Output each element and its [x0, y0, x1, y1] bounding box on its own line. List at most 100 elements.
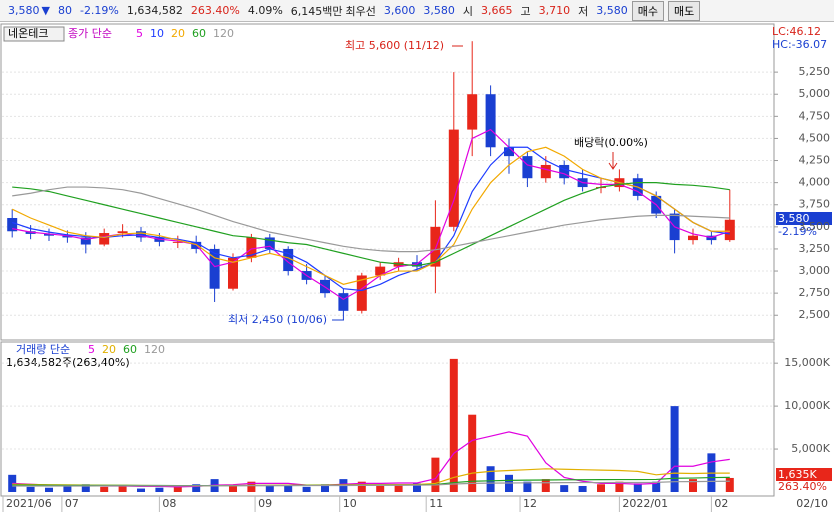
- legend-entry: 120: [144, 343, 165, 356]
- best-label: 최우선: [345, 4, 376, 18]
- y-tick-label: 2,750: [799, 286, 831, 299]
- chart: 네온테크 종가 단순 LC:46.12 HC:-36.07 3,580 -2.1…: [0, 23, 832, 512]
- ma-line: [11, 146, 730, 285]
- volume-bar: [468, 414, 477, 492]
- annotation: 배당락(0.00%): [574, 136, 648, 149]
- legend-entry: 5: [88, 343, 95, 356]
- annotation-arrow: [608, 152, 618, 170]
- volume-bar: [229, 485, 237, 492]
- change-pct: -2.19%: [79, 4, 119, 17]
- last-volume-box: [776, 468, 832, 481]
- x-tick-label: 2021/06: [6, 497, 52, 510]
- x-tick-label: 11: [429, 497, 443, 510]
- legend-entry: 5: [136, 27, 143, 40]
- volume-bar: [45, 487, 53, 492]
- x-tick-label: 02: [714, 497, 728, 510]
- ma-line: [12, 182, 730, 267]
- annotation: 최고 5,600 (11/12): [345, 39, 444, 52]
- candle-body: [62, 235, 73, 238]
- volume-bar: [302, 486, 311, 492]
- y-tick-label: 3,500: [799, 220, 831, 233]
- open: 3,665: [481, 4, 513, 17]
- volume-bar: [357, 481, 366, 492]
- y-tick-label: 5,250: [799, 65, 831, 78]
- volume-bar: [560, 485, 569, 492]
- volume-bar: [413, 483, 421, 492]
- volume-frame: [0, 341, 775, 497]
- buy-button[interactable]: 매수: [631, 0, 665, 21]
- volume-bar: [670, 406, 679, 492]
- legend-entry: 20: [102, 343, 116, 356]
- y-tick-label: 4,500: [799, 131, 831, 144]
- candle-body: [264, 237, 275, 249]
- y-tick-label: 3,250: [799, 242, 831, 255]
- y-tick-label: 3,750: [799, 198, 831, 211]
- volume-bar: [118, 485, 127, 492]
- legend-entry: 120: [213, 27, 234, 40]
- volume-bar: [652, 481, 661, 492]
- y-tick-label: 3,000: [799, 264, 831, 277]
- volume-bar: [523, 481, 532, 492]
- candle-body: [246, 237, 257, 258]
- volume-bar: [541, 479, 550, 492]
- volume-bar: [100, 486, 109, 492]
- volume-bar: [431, 457, 440, 492]
- candle-body: [117, 231, 128, 234]
- best-ask: 3,600: [383, 4, 416, 17]
- lc: LC:46.12: [772, 25, 821, 38]
- candle-body: [375, 266, 386, 276]
- candle-body: [467, 94, 478, 130]
- candle-body: [522, 156, 533, 179]
- last-volume: 1,635K: [778, 468, 817, 481]
- x-tick-label: 2022/01: [622, 497, 668, 510]
- volume-bar: [63, 485, 72, 492]
- legend-entry: 60: [192, 27, 206, 40]
- high: 3,710: [538, 4, 571, 17]
- y-tick-label: 4,250: [799, 154, 831, 167]
- volume-bar: [633, 483, 642, 492]
- legend-entry: 60: [123, 343, 137, 356]
- volume-bar: [615, 481, 624, 492]
- sell-button[interactable]: 매도: [668, 0, 701, 21]
- legend-entry: 10: [150, 27, 164, 40]
- last-change: -2.19%: [778, 225, 817, 238]
- ma-line: [12, 186, 730, 253]
- ma-line: [12, 146, 730, 292]
- price-frame: [0, 23, 775, 341]
- x-tick-label: 02/10: [796, 497, 828, 510]
- turnover: 4.09%: [247, 4, 283, 17]
- candle-body: [283, 248, 294, 272]
- x-tick-label: 12: [523, 497, 537, 510]
- candle-body: [44, 233, 54, 236]
- candle-body: [485, 94, 496, 148]
- volume-bar: [284, 485, 293, 492]
- high-label: 고: [520, 4, 531, 18]
- legend-entry: 20: [171, 27, 185, 40]
- candle-body: [172, 241, 183, 243]
- candle-body: [99, 233, 110, 245]
- volume-bar: [265, 485, 274, 492]
- volume-bar: [173, 486, 182, 492]
- candle-body: [338, 293, 349, 311]
- volume-bar: [597, 484, 605, 492]
- annotation: 최저 2,450 (10/06): [228, 313, 327, 326]
- change: 80: [57, 4, 72, 17]
- volume-bar: [8, 474, 17, 492]
- volume-bar: [321, 484, 329, 492]
- volume-bar: [689, 479, 697, 492]
- candle-body: [688, 235, 698, 241]
- stock-box: [3, 26, 65, 42]
- best-bid: 3,580: [423, 4, 455, 17]
- volume-bar: [26, 486, 35, 492]
- volume-bar: [578, 485, 587, 492]
- candle-body: [448, 129, 459, 227]
- x-tick-label: 07: [65, 497, 79, 510]
- last-ratio: 263.40%: [778, 480, 827, 493]
- y-tick-label: 10,000K: [784, 399, 830, 412]
- candle-body: [228, 257, 238, 289]
- y-tick-label: 15,000K: [784, 356, 830, 369]
- candle-body: [80, 237, 91, 245]
- hc: HC:-36.07: [772, 38, 827, 51]
- candle-body: [540, 164, 551, 179]
